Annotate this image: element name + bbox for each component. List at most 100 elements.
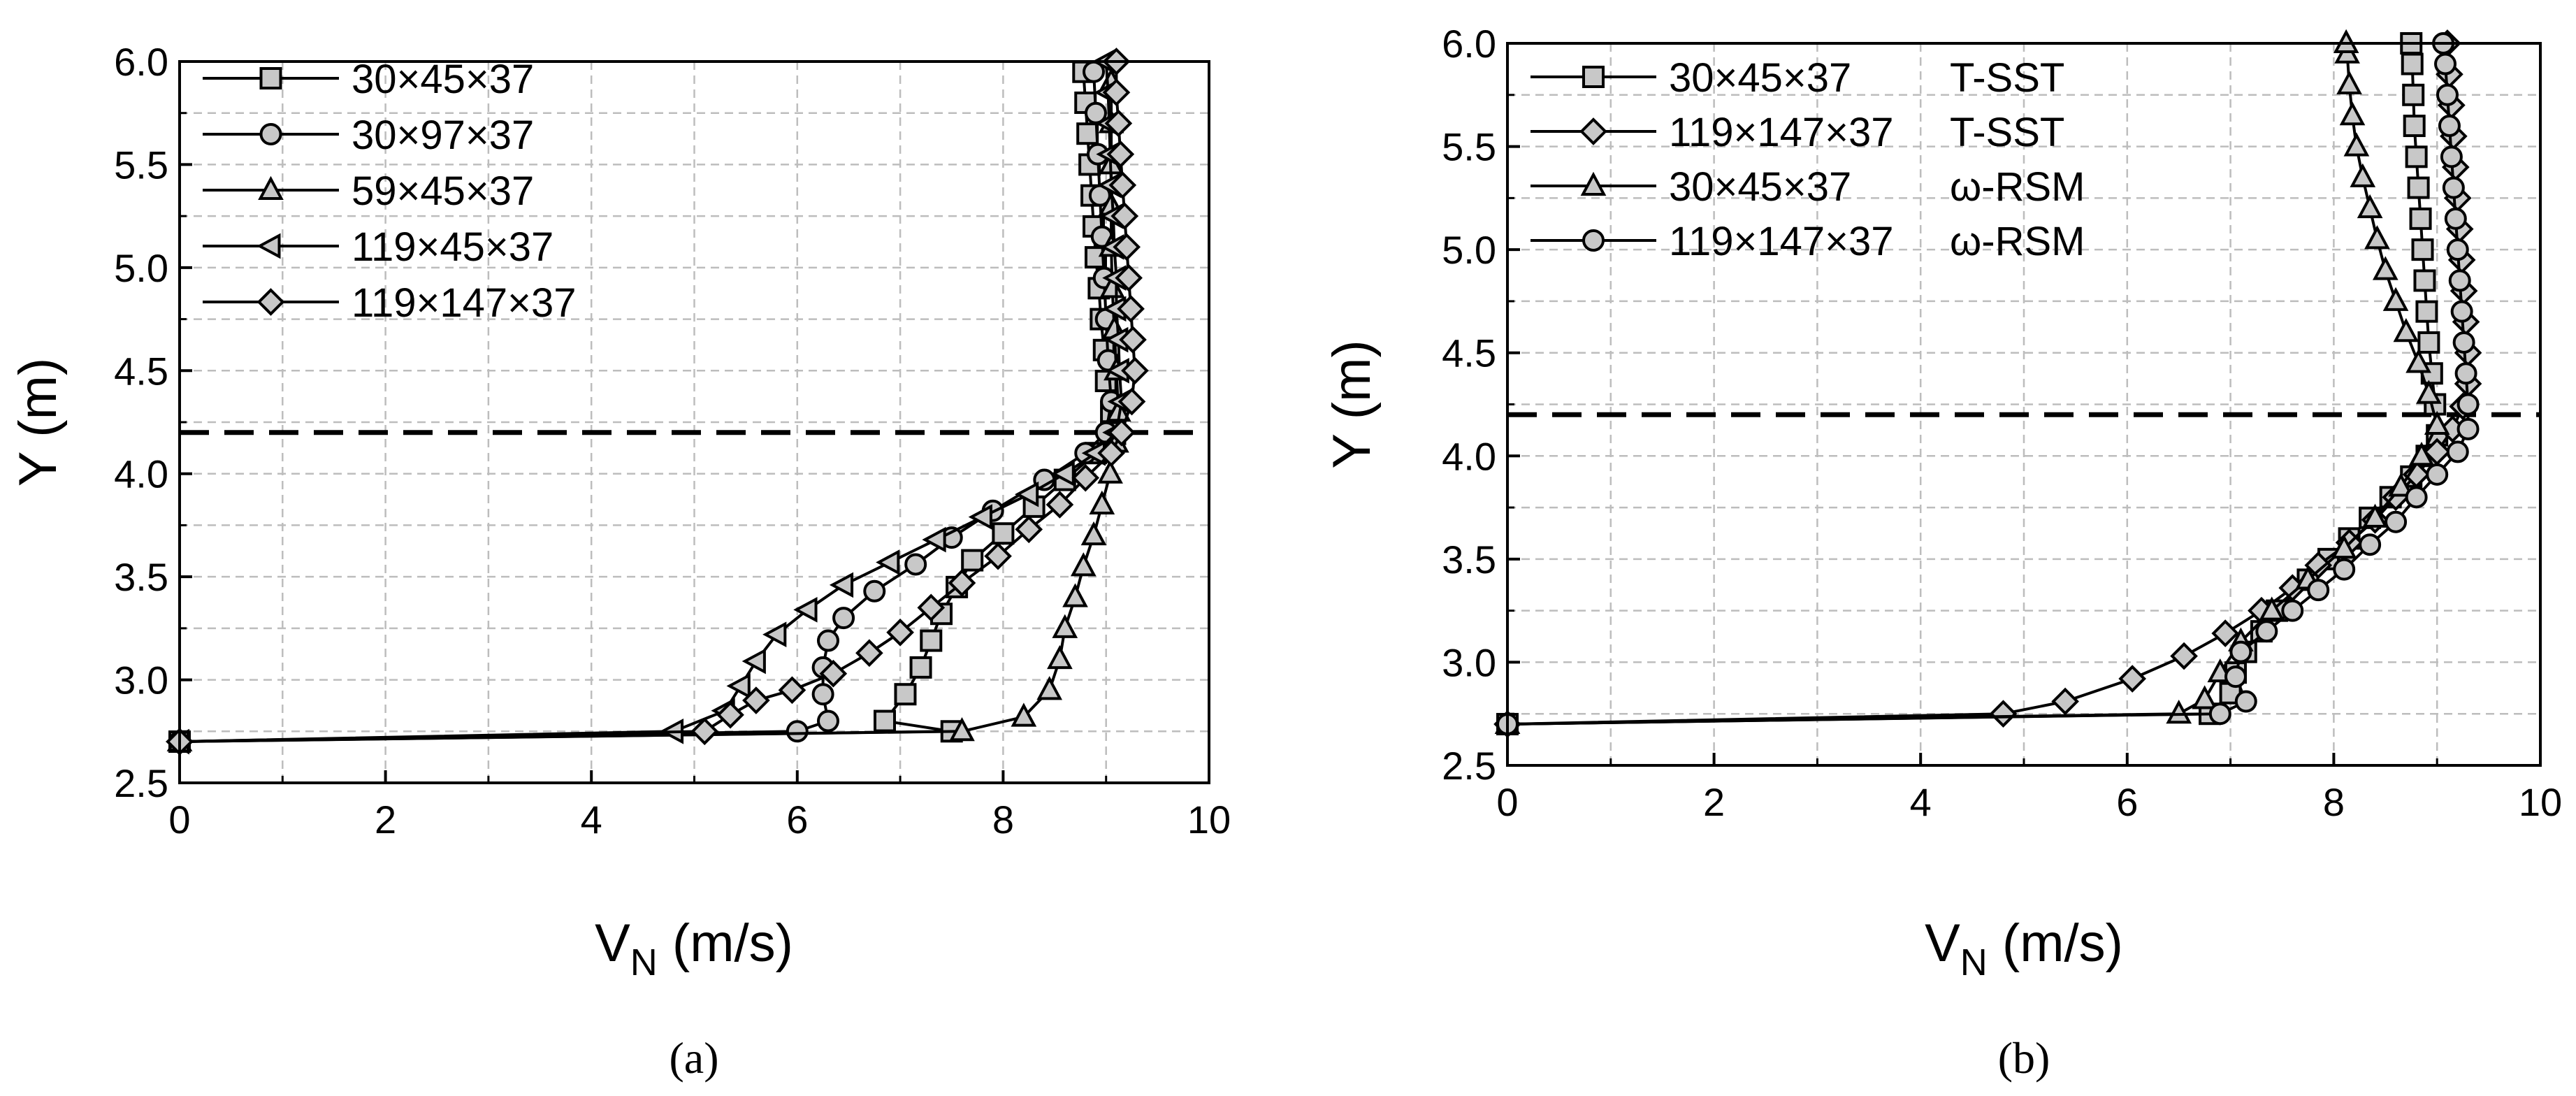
data-point bbox=[1045, 491, 1074, 519]
data-point bbox=[1117, 295, 1145, 323]
data-point bbox=[2051, 687, 2079, 716]
data-point bbox=[1102, 78, 1131, 107]
data-point bbox=[886, 618, 914, 647]
data-point bbox=[816, 709, 839, 733]
x-tick-label: 6 bbox=[786, 798, 808, 842]
data-point bbox=[1106, 140, 1135, 168]
legend-marker bbox=[1582, 229, 1605, 252]
data-point bbox=[2454, 362, 2477, 385]
data-point bbox=[1097, 439, 1125, 468]
x-tick-label: 10 bbox=[2519, 780, 2562, 824]
data-point bbox=[1014, 481, 1039, 507]
chart-panel-a: 0 2 4 6 8 10 2.5 3.0 3.5 4.0 4.5 5.0 5.5 6.0 VN (m/s) Y… bbox=[8, 40, 1231, 1083]
data-point bbox=[1107, 418, 1136, 447]
data-point bbox=[2408, 442, 2435, 466]
data-point bbox=[922, 526, 946, 553]
y-axis-title: Y (m) bbox=[8, 358, 68, 486]
data-point bbox=[1076, 122, 1099, 145]
series-4 bbox=[166, 48, 1149, 756]
data-point bbox=[1097, 459, 1123, 484]
data-point bbox=[1050, 461, 1075, 487]
series-line bbox=[179, 82, 1120, 743]
y-tick-label: 3.5 bbox=[114, 555, 168, 599]
legend: 30×45×37 30×97×37 59×45×37 119×45×37 119×147… bbox=[203, 57, 577, 326]
data-point bbox=[2331, 534, 2357, 559]
data-point bbox=[949, 717, 975, 742]
data-point bbox=[2362, 503, 2388, 528]
legend-label: 119×147×37 bbox=[1669, 110, 1894, 155]
legend-marker bbox=[259, 123, 282, 145]
data-point bbox=[829, 572, 854, 598]
y-tick-label: 3.0 bbox=[114, 658, 168, 702]
data-point bbox=[2364, 225, 2390, 250]
data-point bbox=[741, 648, 766, 675]
data-point bbox=[2448, 269, 2471, 292]
data-point bbox=[1113, 233, 1141, 261]
data-point bbox=[2452, 331, 2475, 354]
data-point bbox=[2456, 393, 2480, 416]
data-point bbox=[992, 522, 1015, 545]
data-point bbox=[2170, 642, 2198, 670]
series-line bbox=[179, 61, 1123, 743]
x-tick-label: 0 bbox=[1496, 780, 1518, 824]
y-tick-label: 3.0 bbox=[1442, 640, 1496, 684]
data-point bbox=[1070, 552, 1097, 577]
data-point bbox=[2343, 132, 2370, 157]
data-point bbox=[2444, 207, 2467, 230]
data-point bbox=[2339, 101, 2366, 126]
data-point bbox=[1104, 109, 1133, 138]
y-tick-label: 4.5 bbox=[1442, 331, 1496, 375]
legend-label: 30×45×37 bbox=[352, 57, 534, 102]
y-tick-label: 5.0 bbox=[1442, 228, 1496, 272]
legend-marker bbox=[1580, 171, 1607, 196]
data-point bbox=[793, 596, 818, 623]
data-point bbox=[1011, 702, 1037, 727]
data-point bbox=[2166, 699, 2192, 724]
y-tick-label: 5.5 bbox=[114, 143, 168, 187]
data-point bbox=[2304, 551, 2333, 579]
y-tick-label: 3.5 bbox=[1442, 538, 1496, 582]
legend-label: 30×45×37 bbox=[1669, 164, 1851, 210]
series-line bbox=[1507, 43, 2470, 726]
data-point bbox=[874, 709, 897, 733]
series-line bbox=[179, 71, 1113, 743]
data-point bbox=[2405, 145, 2428, 168]
x-tick-label: 6 bbox=[2116, 780, 2138, 824]
data-point bbox=[786, 720, 809, 743]
data-point bbox=[2407, 176, 2430, 199]
x-tick-label: 2 bbox=[1703, 780, 1725, 824]
data-point bbox=[1062, 583, 1088, 607]
legend-marker bbox=[259, 67, 282, 89]
panel-caption: (a) bbox=[669, 1033, 718, 1083]
data-point bbox=[2357, 194, 2383, 219]
data-point bbox=[2405, 349, 2431, 373]
legend: 30×45×37 T-SST 119×147×37 T-SST 30×45×37 ω-RS… bbox=[1531, 55, 2085, 264]
data-point bbox=[904, 553, 927, 576]
data-point bbox=[2440, 145, 2463, 168]
data-point bbox=[1989, 700, 2018, 728]
data-point bbox=[2259, 596, 2285, 621]
legend-label: 119×147×37 bbox=[1669, 219, 1894, 264]
data-point bbox=[1071, 463, 1100, 492]
data-point bbox=[2424, 410, 2450, 435]
data-point bbox=[726, 673, 751, 699]
data-point bbox=[1110, 202, 1139, 230]
legend-marker bbox=[1582, 66, 1605, 88]
legend-model-label: ω-RSM bbox=[1950, 164, 2085, 210]
data-point bbox=[920, 629, 943, 652]
x-tick-label: 8 bbox=[2323, 780, 2345, 824]
data-point bbox=[2281, 599, 2304, 622]
x-tick-label: 10 bbox=[1187, 798, 1231, 842]
legend-marker bbox=[1579, 117, 1607, 145]
data-point bbox=[2307, 579, 2330, 602]
y-axis-title: Y (m) bbox=[1322, 340, 1382, 468]
data-point bbox=[716, 700, 744, 729]
data-point bbox=[2385, 510, 2408, 533]
data-point bbox=[690, 717, 719, 746]
data-point bbox=[2192, 685, 2217, 709]
y-tick-label: 5.0 bbox=[114, 246, 168, 290]
data-point bbox=[961, 549, 984, 572]
y-tick-label: 5.5 bbox=[1442, 125, 1496, 169]
data-point bbox=[2434, 52, 2457, 75]
data-point bbox=[2417, 331, 2440, 354]
